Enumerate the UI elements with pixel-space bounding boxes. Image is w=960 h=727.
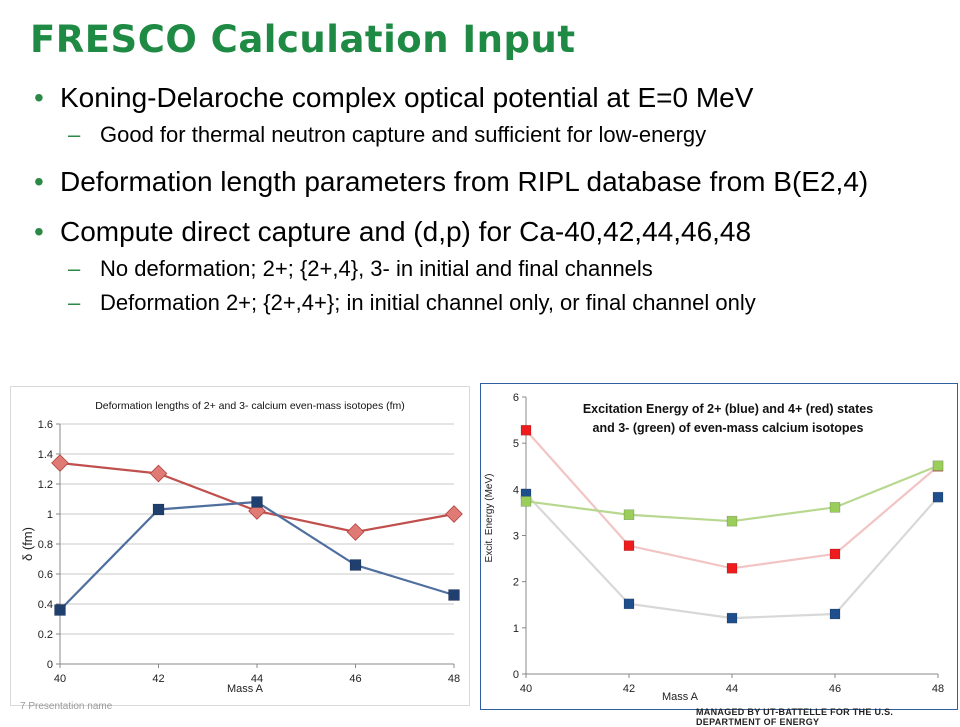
x-tick-label: 44 [251,673,263,685]
sub-bullet-item: – No deformation; 2+; {2+,4}, 3- in initi… [34,254,954,284]
y-tick-label: 6 [513,392,519,404]
data-point [726,562,738,574]
bullet-text: Deformation length parameters from RIPL … [60,166,869,197]
bullet-item: • Deformation length parameters from RIPL… [34,164,954,200]
chart-frame [10,386,470,706]
sub-bullet-dash: – [68,290,81,315]
x-tick-label: 48 [448,673,460,685]
y-tick-label: 0 [513,669,519,681]
bullet-item: • Compute direct capture and (d,p) for Ca… [34,214,954,250]
sub-bullet-item: – Good for thermal neutron capture and su… [34,120,954,150]
x-tick-label: 40 [520,683,532,695]
y-tick-label: 1 [47,509,53,521]
y-tick-label: 0.2 [38,629,53,641]
bullet-dot: • [34,216,44,247]
sub-bullet-text: No deformation; 2+; {2+,4}, 3- in initia… [100,256,653,281]
x-tick-label: 42 [623,683,635,695]
y-tick-label: 0.6 [38,569,53,581]
y-tick-label: 2 [513,577,519,589]
x-tick-label: 42 [152,673,164,685]
y-tick-label: 5 [513,438,519,450]
excitation-energy-chart: 0 1 2 3 4 5 6 40 42 44 46 48 Mass A Excit. Energy (Me… [480,383,958,710]
data-point [726,612,738,624]
data-point [54,604,66,616]
slide-title: FRESCO Calculation Input [30,18,576,61]
chart-title: Deformation lengths of 2+ and 3- calcium… [95,400,405,412]
y-tick-label: 4 [513,484,519,496]
data-point [932,491,944,503]
y-tick-label: 0.8 [38,539,53,551]
data-point [448,589,460,601]
bullet-text: Compute direct capture and (d,p) for Ca-… [60,216,752,247]
y-tick-label: 3 [513,531,519,543]
data-point [726,515,738,527]
data-point [623,540,635,551]
data-point [346,523,365,541]
data-point [829,608,841,620]
deformation-length-chart: 0 0.2 0.4 0.6 0.8 1 1.2 1.4 1.6 40 42 44 46 48 Mass A δ… [10,386,470,706]
sub-bullet-dash: – [68,122,81,147]
y-tick-label: 1.4 [38,449,53,461]
chart-title-line: Excitation Energy of 2+ (blue) and 4+ (r… [583,402,873,416]
bullet-dot: • [34,166,44,197]
data-point [623,598,635,610]
y-tick-label: 1 [513,623,519,635]
data-point [152,503,165,516]
y-tick-label: 0.4 [38,599,53,611]
x-tick-label: 44 [726,683,738,695]
data-point [520,424,532,436]
x-tick-label: 46 [829,683,841,695]
data-point [251,496,263,508]
bullet-text: Koning-Delaroche complex optical potenti… [60,82,754,113]
data-point [829,548,841,560]
footer-presentation-name: 7 Presentation name [20,701,113,712]
data-point [149,464,168,483]
data-point [829,502,841,513]
sub-bullet-text: Deformation 2+; {2+,4+}; in initial chan… [100,290,756,315]
data-point [349,559,362,571]
data-point [51,454,69,472]
bullet-dot: • [34,82,44,113]
chart-title-line: and 3- (green) of even-mass calcium isot… [593,421,864,435]
x-tick-label: 48 [932,683,944,695]
x-tick-label: 40 [54,673,66,685]
x-tick-label: 46 [349,673,361,685]
y-axis-label: δ (fm) [20,527,35,561]
y-tick-label: 1.2 [38,479,53,491]
sub-bullet-item: – Deformation 2+; {2+,4+}; in initial cha… [34,288,954,318]
sub-bullet-dash: – [68,256,81,281]
bullet-list: • Koning-Delaroche complex optical potent… [34,80,954,318]
data-point [445,505,463,523]
data-point [520,496,532,507]
chart-frame [480,383,958,710]
footer-doe-text: MANAGED BY UT-BATTELLE FOR THE U.S. DEPA… [696,707,894,727]
x-axis-label: Mass A [227,683,264,695]
data-point [623,509,635,521]
y-tick-label: 1.6 [38,419,53,431]
y-axis-label: Excit. Energy (MeV) [484,474,495,563]
y-tick-label: 0 [47,659,53,671]
bullet-item: • Koning-Delaroche complex optical potent… [34,80,954,116]
sub-bullet-text: Good for thermal neutron capture and suf… [100,122,707,147]
x-axis-label: Mass A [662,691,699,703]
data-point [932,460,944,472]
